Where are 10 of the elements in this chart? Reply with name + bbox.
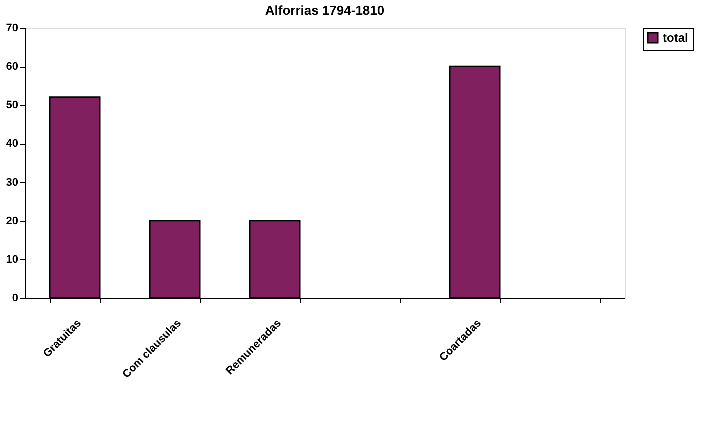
y-tick-label: 70 — [6, 22, 18, 34]
y-tick-label: 30 — [6, 176, 18, 189]
legend-label: total — [663, 31, 688, 45]
y-tick-label: 40 — [6, 138, 18, 150]
y-tick-label: 50 — [6, 100, 18, 112]
y-tick-label: 10 — [6, 254, 18, 266]
y-tick-label: 0 — [12, 292, 18, 304]
y-tick-label: 60 — [6, 61, 18, 74]
chart-title: Alforrias 1794-1810 — [265, 3, 385, 18]
y-tick-label: 20 — [6, 215, 18, 228]
